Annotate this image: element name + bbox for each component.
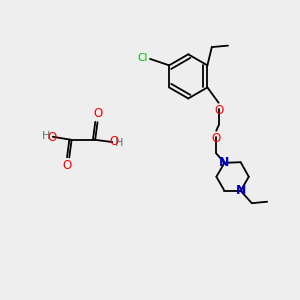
Text: N: N: [236, 184, 246, 197]
Text: O: O: [62, 159, 72, 172]
Text: O: O: [215, 104, 224, 117]
Text: H: H: [115, 138, 123, 148]
Text: O: O: [93, 107, 102, 120]
Text: H: H: [42, 131, 50, 141]
Text: N: N: [219, 156, 230, 169]
Text: Cl: Cl: [137, 53, 148, 63]
Text: O: O: [110, 135, 118, 148]
Text: O: O: [211, 132, 220, 145]
Text: O: O: [47, 131, 56, 144]
